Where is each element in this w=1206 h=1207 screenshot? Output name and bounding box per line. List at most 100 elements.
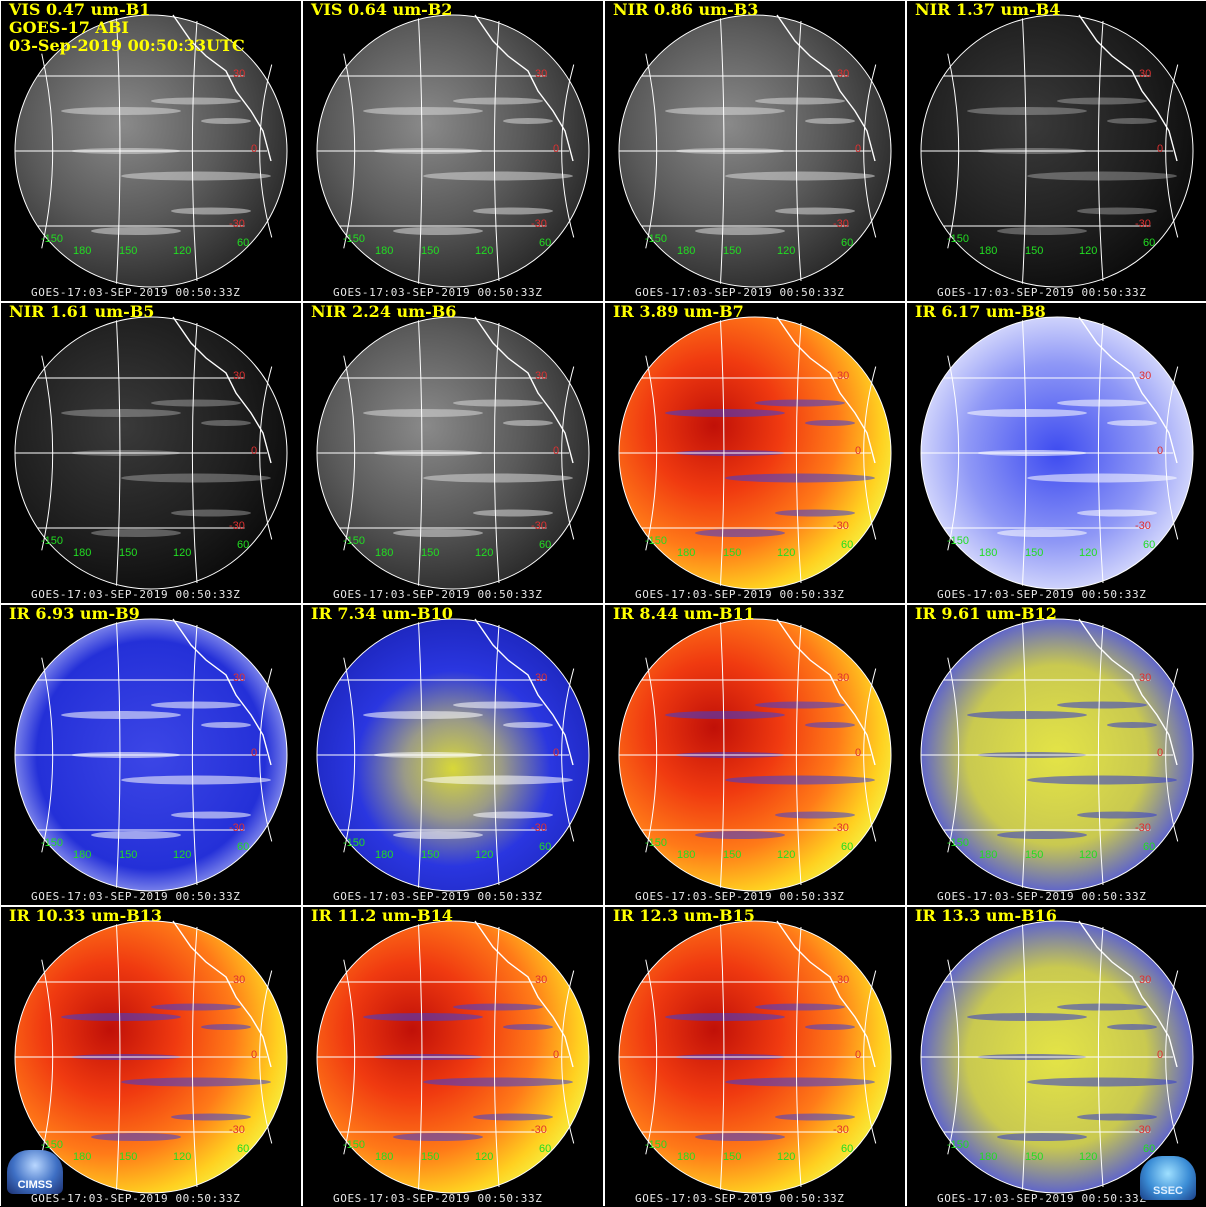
cloud-streak xyxy=(61,1013,181,1021)
longitude-label: 180 xyxy=(979,547,998,559)
cloud-streak xyxy=(503,722,553,728)
meridian-line xyxy=(645,959,658,1155)
meridian-line xyxy=(259,64,273,238)
cloud-streak xyxy=(967,711,1087,719)
cloud-streak xyxy=(997,529,1087,537)
longitude-label: 60 xyxy=(539,1143,552,1155)
meridian-line xyxy=(41,657,54,853)
cloud-streak xyxy=(1057,701,1147,709)
longitude-label: 180 xyxy=(979,849,998,861)
latitude-label: 0 xyxy=(251,1049,258,1061)
meridian-line xyxy=(418,622,423,888)
cloud-streak xyxy=(151,97,241,105)
earth-disk-image xyxy=(920,618,1194,892)
band-panel: NIR 0.86 um-B3 30 0 -30 -150 180 150 120 60 GOES-… xyxy=(605,1,905,301)
cloud-streak xyxy=(755,701,845,709)
longitude-label: 120 xyxy=(173,245,192,257)
disk-outline xyxy=(618,920,892,1194)
latitude-label: 30 xyxy=(535,370,548,382)
longitude-label: 120 xyxy=(1079,547,1098,559)
latitude-label: -30 xyxy=(833,520,849,532)
longitude-label: 120 xyxy=(777,1151,796,1163)
longitude-label: -150 xyxy=(41,233,64,245)
band-label: IR 8.44 um-B11 xyxy=(613,605,755,623)
cloud-streak xyxy=(453,701,543,709)
band-label: NIR 2.24 um-B6 xyxy=(311,303,457,321)
cloud-streak xyxy=(453,1003,543,1011)
latitude-label: -30 xyxy=(229,218,245,230)
meridian-line xyxy=(116,18,121,284)
longitude-label: 120 xyxy=(1079,245,1098,257)
longitude-label: 150 xyxy=(1025,849,1044,861)
earth-disk-image xyxy=(618,618,892,892)
longitude-label: 180 xyxy=(375,849,394,861)
latitude-label: 0 xyxy=(553,143,560,155)
cloud-streak xyxy=(695,529,785,537)
longitude-label: -150 xyxy=(343,837,366,849)
meridian-line xyxy=(1165,970,1179,1144)
disk-outline xyxy=(618,14,892,288)
meridian-line xyxy=(493,20,500,282)
longitude-label: 120 xyxy=(475,1151,494,1163)
disk-outline xyxy=(14,316,288,590)
meridian-line xyxy=(947,959,960,1155)
meridian-line xyxy=(418,320,423,586)
band-label: IR 6.93 um-B9 xyxy=(9,605,140,623)
longitude-label: -150 xyxy=(41,1139,64,1151)
cloud-streak xyxy=(453,399,543,407)
cloud-streak xyxy=(363,409,483,417)
longitude-label: -150 xyxy=(343,1139,366,1151)
longitude-label: 150 xyxy=(1025,547,1044,559)
meridian-line xyxy=(1097,20,1104,282)
latitude-label: 30 xyxy=(837,370,850,382)
meridian-line xyxy=(493,624,500,886)
cloud-streak xyxy=(151,399,241,407)
cloud-streak xyxy=(423,1077,573,1087)
meridian-line xyxy=(343,657,356,853)
latitude-label: 30 xyxy=(1139,672,1152,684)
timestamp-label: GOES-17:03-SEP-2019 00:50:33Z xyxy=(333,890,543,903)
band-label: IR 13.3 um-B16 xyxy=(915,907,1057,925)
longitude-label: 60 xyxy=(237,841,250,853)
latitude-label: 0 xyxy=(855,747,862,759)
cloud-streak xyxy=(363,1013,483,1021)
longitude-label: -150 xyxy=(947,1139,970,1151)
longitude-label: 120 xyxy=(777,245,796,257)
ssec-logo: SSEC xyxy=(1140,1156,1196,1200)
cloud-streak xyxy=(473,509,553,517)
band-label: IR 3.89 um-B7 xyxy=(613,303,744,321)
earth-disk-image xyxy=(14,618,288,892)
meridian-line xyxy=(418,924,423,1190)
band-panel: IR 11.2 um-B14 30 0 -30 -150 180 150 120 60 GOES-… xyxy=(303,907,603,1207)
coastline xyxy=(1078,618,1178,766)
longitude-label: 180 xyxy=(677,1151,696,1163)
cloud-streak xyxy=(725,1077,875,1087)
longitude-label: 150 xyxy=(119,1151,138,1163)
cloud-streak xyxy=(775,509,855,517)
cloud-streak xyxy=(775,811,855,819)
meridian-line xyxy=(947,657,960,853)
longitude-label: 120 xyxy=(475,245,494,257)
meridian-line xyxy=(720,18,725,284)
cimss-logo: CIMSS xyxy=(7,1150,63,1194)
latitude-label: -30 xyxy=(531,1124,547,1136)
longitude-label: 60 xyxy=(841,237,854,249)
cloud-streak xyxy=(665,107,785,115)
disk-outline xyxy=(316,14,590,288)
longitude-label: 120 xyxy=(777,547,796,559)
cloud-streak xyxy=(121,473,271,483)
cloud-streak xyxy=(171,207,251,215)
longitude-label: 60 xyxy=(1143,1143,1156,1155)
latitude-label: 0 xyxy=(1157,445,1164,457)
longitude-label: 150 xyxy=(1025,245,1044,257)
coastline xyxy=(172,14,272,162)
disk-outline xyxy=(618,618,892,892)
cloud-streak xyxy=(805,1024,855,1030)
band-panel: VIS 0.47 um-B1 GOES-17 ABI 03-Sep-2019 00:… xyxy=(1,1,301,301)
cloud-streak xyxy=(393,529,483,537)
earth-disk-image xyxy=(316,618,590,892)
longitude-label: 60 xyxy=(237,1143,250,1155)
cloud-streak xyxy=(423,171,573,181)
longitude-label: 150 xyxy=(723,849,742,861)
timestamp-label: GOES-17:03-SEP-2019 00:50:33Z xyxy=(937,286,1147,299)
